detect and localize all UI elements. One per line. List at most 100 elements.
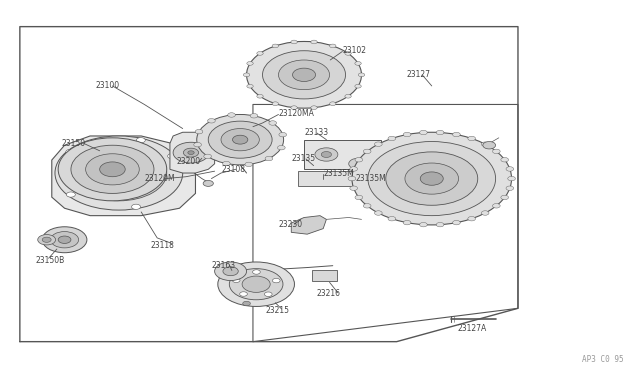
Circle shape [345, 52, 351, 55]
FancyBboxPatch shape [312, 270, 337, 280]
Text: 23133: 23133 [304, 128, 328, 137]
Circle shape [42, 237, 51, 242]
Circle shape [38, 235, 56, 245]
Circle shape [100, 162, 125, 177]
Text: 23100: 23100 [95, 81, 119, 90]
Circle shape [229, 269, 283, 300]
Circle shape [452, 132, 460, 137]
Polygon shape [298, 171, 378, 186]
Circle shape [278, 145, 285, 150]
Circle shape [246, 41, 362, 108]
Circle shape [253, 270, 260, 274]
Circle shape [71, 145, 154, 193]
Circle shape [279, 132, 287, 137]
Circle shape [188, 151, 194, 154]
Circle shape [330, 44, 336, 48]
Circle shape [243, 301, 250, 306]
Circle shape [493, 149, 500, 154]
Circle shape [221, 129, 259, 151]
Circle shape [243, 73, 250, 77]
Circle shape [207, 119, 215, 123]
Circle shape [501, 157, 509, 162]
Circle shape [345, 94, 351, 98]
Circle shape [481, 142, 489, 147]
Circle shape [355, 157, 363, 162]
Circle shape [262, 51, 346, 99]
Circle shape [214, 262, 246, 280]
Text: 23108: 23108 [221, 165, 245, 174]
Circle shape [269, 121, 276, 125]
Circle shape [88, 155, 150, 191]
Circle shape [330, 102, 336, 106]
Circle shape [364, 203, 371, 208]
Circle shape [278, 60, 330, 90]
Circle shape [355, 84, 361, 88]
Text: 23118: 23118 [151, 241, 175, 250]
Polygon shape [52, 136, 195, 216]
Circle shape [183, 148, 198, 157]
Circle shape [508, 176, 515, 181]
Circle shape [232, 278, 240, 282]
Circle shape [311, 106, 317, 109]
Text: 23150B: 23150B [36, 256, 65, 264]
Circle shape [506, 167, 514, 171]
Circle shape [350, 167, 358, 171]
Circle shape [223, 267, 238, 276]
Polygon shape [291, 216, 326, 234]
Circle shape [245, 162, 253, 167]
Circle shape [67, 192, 76, 197]
Circle shape [483, 141, 495, 149]
Circle shape [436, 222, 444, 227]
Circle shape [352, 132, 511, 225]
Circle shape [405, 163, 459, 194]
Circle shape [386, 152, 477, 205]
Circle shape [291, 40, 297, 44]
Circle shape [364, 149, 371, 154]
Circle shape [311, 40, 317, 44]
Circle shape [223, 161, 230, 166]
Circle shape [173, 142, 209, 163]
Text: 23135M: 23135M [323, 169, 354, 177]
Circle shape [208, 121, 272, 158]
Circle shape [58, 236, 71, 243]
Circle shape [228, 113, 236, 117]
Circle shape [493, 203, 500, 208]
Polygon shape [170, 132, 214, 173]
Circle shape [501, 195, 509, 200]
Circle shape [250, 113, 258, 118]
Circle shape [388, 136, 396, 141]
Circle shape [436, 130, 444, 135]
Circle shape [272, 102, 278, 106]
Circle shape [374, 211, 382, 215]
Circle shape [403, 132, 411, 137]
Circle shape [55, 136, 182, 210]
Circle shape [204, 154, 211, 158]
Text: 23150: 23150 [61, 139, 86, 148]
Text: 23120MA: 23120MA [278, 109, 314, 118]
Circle shape [86, 154, 140, 185]
Circle shape [257, 94, 263, 98]
Circle shape [242, 276, 270, 292]
Circle shape [58, 138, 167, 201]
Circle shape [355, 61, 361, 65]
Circle shape [349, 158, 368, 169]
Circle shape [374, 142, 382, 147]
Circle shape [232, 135, 248, 144]
Circle shape [468, 217, 476, 221]
Text: 23102: 23102 [342, 46, 366, 55]
Circle shape [420, 130, 428, 135]
Circle shape [350, 186, 358, 190]
Circle shape [196, 115, 284, 165]
Text: 23230: 23230 [278, 221, 303, 230]
Circle shape [103, 164, 135, 182]
Circle shape [481, 211, 489, 215]
Circle shape [66, 150, 75, 154]
Text: AP3 C0 95: AP3 C0 95 [582, 355, 623, 364]
Circle shape [452, 221, 460, 225]
Circle shape [358, 73, 365, 77]
Circle shape [239, 292, 247, 296]
Circle shape [291, 106, 297, 109]
Circle shape [247, 84, 253, 88]
Text: 23163: 23163 [211, 261, 236, 270]
Circle shape [348, 176, 356, 181]
